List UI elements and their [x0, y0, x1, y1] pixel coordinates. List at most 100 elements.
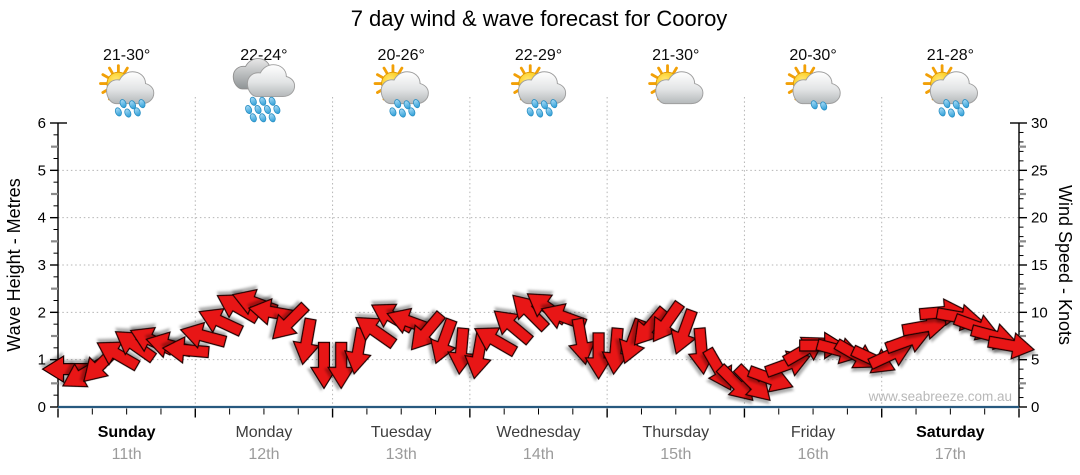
- sun-cloud-rain-icon: [922, 64, 978, 118]
- left-tick-label: 6: [38, 115, 46, 132]
- wind-arrow: [292, 317, 321, 366]
- wind-arrow: [473, 327, 519, 358]
- raindrop-icon: [133, 107, 141, 117]
- right-tick-label: 5: [1031, 352, 1039, 369]
- raindrop-icon: [938, 107, 946, 117]
- temperature-range: 21-30°: [652, 47, 699, 64]
- cloud-icon: [929, 71, 978, 105]
- raindrop-icon: [114, 107, 122, 117]
- raindrop-icon: [138, 99, 146, 109]
- wind-arrow: [633, 305, 670, 346]
- left-tick-label: 4: [38, 210, 46, 227]
- page-title: 7 day wind & wave forecast for Cooroy: [350, 6, 728, 31]
- wind-arrow: [410, 310, 447, 351]
- wind-arrow: [161, 335, 210, 365]
- day-date-label: 16th: [798, 446, 829, 463]
- right-tick-label: 15: [1031, 257, 1048, 274]
- temperature-range: 22-29°: [515, 47, 562, 64]
- left-tick-label: 3: [38, 257, 46, 274]
- wave-height-axis-label: Wave Height - Metres: [4, 178, 24, 351]
- right-tick-label: 25: [1031, 162, 1048, 179]
- raindrop-icon: [948, 108, 956, 118]
- left-tick-label: 0: [38, 399, 46, 416]
- wind-arrow: [198, 308, 245, 337]
- day-name-label: Friday: [791, 424, 835, 441]
- raindrop-icon: [389, 107, 397, 117]
- day-name-label: Monday: [235, 424, 292, 441]
- wind-arrow: [670, 307, 698, 355]
- cloud-icon: [380, 71, 429, 105]
- temperature-range: 20-26°: [378, 47, 425, 64]
- raindrop-icon: [943, 99, 951, 109]
- raindrop-icon: [810, 100, 818, 110]
- day-name-label: Tuesday: [371, 424, 432, 441]
- raindrop-icon: [273, 105, 281, 115]
- raindrop-icon: [259, 96, 267, 106]
- day-date-label: 17th: [935, 446, 966, 463]
- wind-arrow: [430, 317, 458, 365]
- wind-arrow: [247, 298, 296, 326]
- raindrop-icon: [249, 113, 257, 123]
- wind-arrow: [512, 294, 551, 333]
- wind-arrow: [271, 301, 310, 340]
- raindrop-icon: [962, 99, 970, 109]
- raindrop-icon: [820, 101, 828, 111]
- raindrop-icon: [957, 107, 965, 117]
- raindrop-icon: [124, 108, 132, 118]
- sun-cloud-rain-icon: [99, 64, 155, 118]
- wind-arrow: [354, 316, 398, 350]
- left-tick-label: 2: [38, 304, 46, 321]
- raindrop-icon: [536, 108, 544, 118]
- raindrop-icon: [550, 99, 558, 109]
- wind-arrow: [179, 321, 228, 349]
- temperature-range: 20-30°: [789, 47, 836, 64]
- wind-arrow: [493, 310, 535, 346]
- raindrop-icon: [413, 99, 421, 109]
- left-tick-label: 5: [38, 162, 46, 179]
- day-date-label: 14th: [523, 446, 554, 463]
- raindrop-icon: [263, 105, 271, 115]
- wind-arrow: [987, 332, 1036, 360]
- raindrop-icon: [408, 107, 416, 117]
- raindrop-icon: [259, 113, 267, 123]
- raindrop-icon: [398, 108, 406, 118]
- sun-cloud-rain-icon: [373, 64, 429, 118]
- raindrop-icon: [245, 105, 253, 115]
- right-tick-label: 10: [1031, 304, 1048, 321]
- raindrop-icon: [268, 113, 276, 123]
- day-date-label: 12th: [248, 446, 279, 463]
- cloud-icon: [246, 64, 296, 98]
- day-name-label: Sunday: [98, 424, 156, 441]
- watermark: www.seabreeze.com.au: [868, 389, 1012, 404]
- raindrop-icon: [526, 107, 534, 117]
- day-date-label: 13th: [386, 446, 417, 463]
- day-name-label: Saturday: [916, 424, 985, 441]
- raindrop-icon: [545, 107, 553, 117]
- temperature-range: 21-28°: [927, 47, 974, 64]
- day-name-label: Wednesday: [496, 424, 580, 441]
- wind-speed-axis-label: Wind Speed - Knots: [1055, 185, 1075, 345]
- wind-arrow: [114, 331, 158, 364]
- raindrop-icon: [254, 105, 262, 115]
- right-tick-label: 20: [1031, 210, 1048, 227]
- day-name-label: Thursday: [642, 424, 709, 441]
- sun-cloud-icon: [648, 64, 704, 105]
- cloud-icon: [792, 71, 841, 105]
- right-tick-label: 30: [1031, 115, 1048, 132]
- raindrop-icon: [249, 96, 257, 106]
- cloud-icon: [517, 71, 567, 105]
- day-date-label: 11th: [112, 446, 142, 463]
- right-tick-label: 0: [1031, 399, 1039, 416]
- wind-arrow: [96, 341, 141, 372]
- wind-arrow: [327, 341, 356, 390]
- raindrop-icon: [531, 99, 539, 109]
- sun-cloud-rain-icon: [510, 64, 567, 118]
- day-date-label: 15th: [660, 446, 691, 463]
- wind-arrow: [344, 326, 372, 375]
- raindrop-icon: [268, 96, 276, 106]
- clouds-heavy-rain-icon: [232, 58, 296, 123]
- wind-arrow: [41, 355, 90, 384]
- temperature-range: 21-30°: [103, 47, 150, 64]
